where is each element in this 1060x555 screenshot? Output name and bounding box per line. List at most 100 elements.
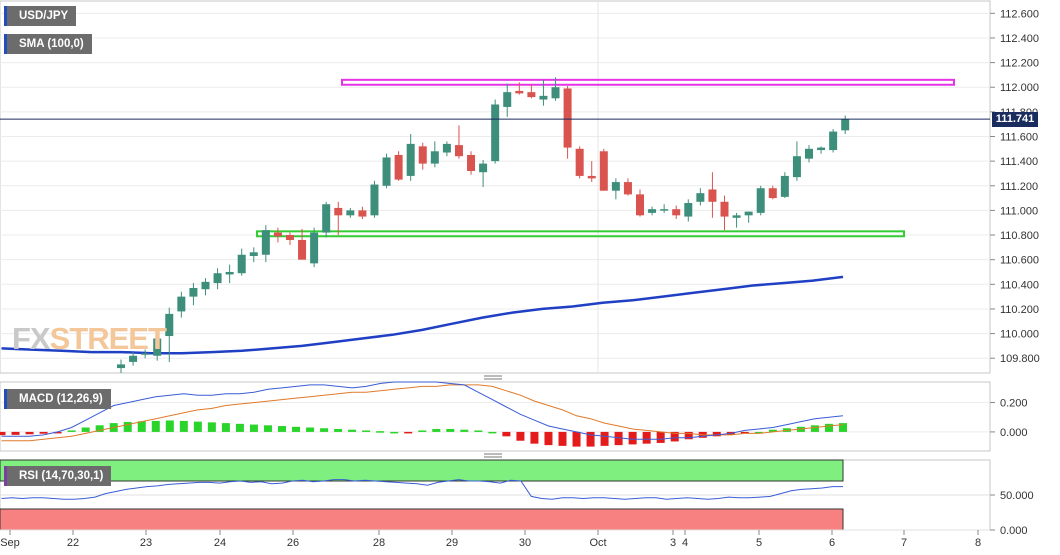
macd-histogram-bar xyxy=(670,431,679,442)
x-tick-label: 30 xyxy=(519,537,531,549)
oversold-zone xyxy=(0,508,844,531)
price-tick-label: 109.800 xyxy=(1000,353,1040,365)
price-tick-label: 111.000 xyxy=(1000,205,1038,217)
candle-body xyxy=(310,232,319,264)
candle-body xyxy=(237,254,246,274)
candle-body xyxy=(346,210,355,216)
x-tick-label: 4 xyxy=(682,537,688,549)
macd-histogram-bar xyxy=(95,425,104,432)
macd-histogram-bar xyxy=(0,431,6,436)
candle-body xyxy=(768,188,777,199)
macd-histogram-bar xyxy=(754,431,763,434)
macd-histogram-bar xyxy=(25,431,34,435)
candle-body xyxy=(334,207,343,216)
macd-badge[interactable]: MACD (12,26,9) xyxy=(4,389,111,409)
rsi-line xyxy=(1,479,843,500)
price-tick-label: 112.200 xyxy=(1000,58,1039,70)
watermark-street: STREET xyxy=(49,321,167,356)
price-tick-label: 111.600 xyxy=(1000,131,1038,143)
macd-histogram-bar xyxy=(614,431,623,446)
price-tick-label: 110.800 xyxy=(1000,230,1039,242)
candle-body xyxy=(370,184,379,216)
macd-histogram-bar xyxy=(824,423,833,432)
macd-histogram-bar xyxy=(165,420,174,432)
macd-histogram-bar xyxy=(39,431,48,434)
candle-body xyxy=(189,288,198,297)
sma-line xyxy=(1,275,844,355)
macd-histogram-bar xyxy=(151,420,160,432)
price-tick-label: 110.400 xyxy=(1000,279,1039,291)
price-tick-label: 111.200 xyxy=(1000,181,1038,193)
price-pane: 109.800 110.000 110.200 110.400 110.600 110.8… xyxy=(0,0,1040,374)
macd-histogram-bar xyxy=(558,431,567,446)
candle-body xyxy=(491,104,500,162)
macd-tick-label: 0.200 xyxy=(1000,398,1028,410)
last-price-tag: 111.741 xyxy=(992,111,1038,127)
macd-histogram-bar xyxy=(530,431,539,444)
candle-body xyxy=(273,232,282,237)
candle-body xyxy=(611,182,620,191)
macd-histogram-bar xyxy=(11,431,20,435)
macd-histogram-bar xyxy=(544,431,553,446)
price-tick-label: 110.000 xyxy=(1000,329,1039,341)
candle-body xyxy=(623,182,632,195)
rsi-badge[interactable]: RSI (14,70,30,1) xyxy=(4,466,112,486)
price-tick-label: 110.600 xyxy=(1000,255,1039,267)
support-zone xyxy=(256,230,905,238)
macd-pane-frame xyxy=(0,381,991,452)
sma-badge[interactable]: SMA (100,0) xyxy=(4,34,92,54)
pane-divider-1[interactable] xyxy=(484,375,502,380)
x-tick-label: 3 xyxy=(670,537,676,549)
candle-body xyxy=(430,151,439,164)
x-tick-label: 6 xyxy=(829,537,835,549)
macd-histogram-bar xyxy=(207,422,216,432)
macd-histogram-bar xyxy=(334,428,343,432)
price-tick-label: 111.400 xyxy=(1000,156,1038,168)
candle-body xyxy=(213,273,222,284)
fxstreet-watermark: FXSTREET xyxy=(12,321,167,357)
pane-divider-2[interactable] xyxy=(484,453,502,458)
candle-body xyxy=(249,252,258,256)
macd-histogram-bar xyxy=(81,427,90,432)
candle-body xyxy=(696,193,705,202)
candle-body xyxy=(454,145,463,157)
macd-histogram-bar xyxy=(123,421,132,432)
candle-body xyxy=(829,131,838,151)
rsi-grid xyxy=(0,494,990,531)
candle-body xyxy=(442,143,451,153)
candle-body xyxy=(382,157,391,186)
candle-body xyxy=(165,313,174,337)
candle-body xyxy=(720,201,729,217)
macd-histogram-bar xyxy=(572,431,581,447)
candle-body xyxy=(756,188,765,213)
candle-body xyxy=(117,364,125,369)
candle-body xyxy=(358,210,367,217)
candle-body xyxy=(563,88,572,148)
macd-histogram-bar xyxy=(404,431,413,434)
macd-histogram-bar xyxy=(193,421,202,432)
candle-body xyxy=(418,146,427,164)
instrument-badge[interactable]: USD/JPY xyxy=(4,6,77,26)
macd-line xyxy=(1,381,844,440)
macd-histogram-bar xyxy=(292,426,301,432)
x-tick-label: 29 xyxy=(446,537,458,549)
candle-body xyxy=(479,163,488,173)
macd-histogram-bar xyxy=(390,431,399,434)
candle-body xyxy=(660,209,669,211)
macd-histogram-bar xyxy=(839,423,847,432)
macd-histogram-bar xyxy=(656,431,665,443)
macd-histogram-bar xyxy=(460,429,469,432)
macd-histogram-bar xyxy=(221,423,230,432)
candle-body xyxy=(129,355,138,362)
macd-histogram-bar xyxy=(810,425,819,432)
candle-body xyxy=(503,92,512,107)
candle-body xyxy=(322,204,331,233)
price-grid xyxy=(0,1,990,373)
price-y-axis: 109.800 110.000 110.200 110.400 110.600 110.8… xyxy=(990,8,1040,365)
candle-body xyxy=(792,156,801,178)
candle-body xyxy=(817,147,826,151)
price-tick-label: 110.200 xyxy=(1000,304,1039,316)
candle-body xyxy=(285,235,294,240)
rsi-tick-label: 50.000 xyxy=(1000,490,1034,502)
